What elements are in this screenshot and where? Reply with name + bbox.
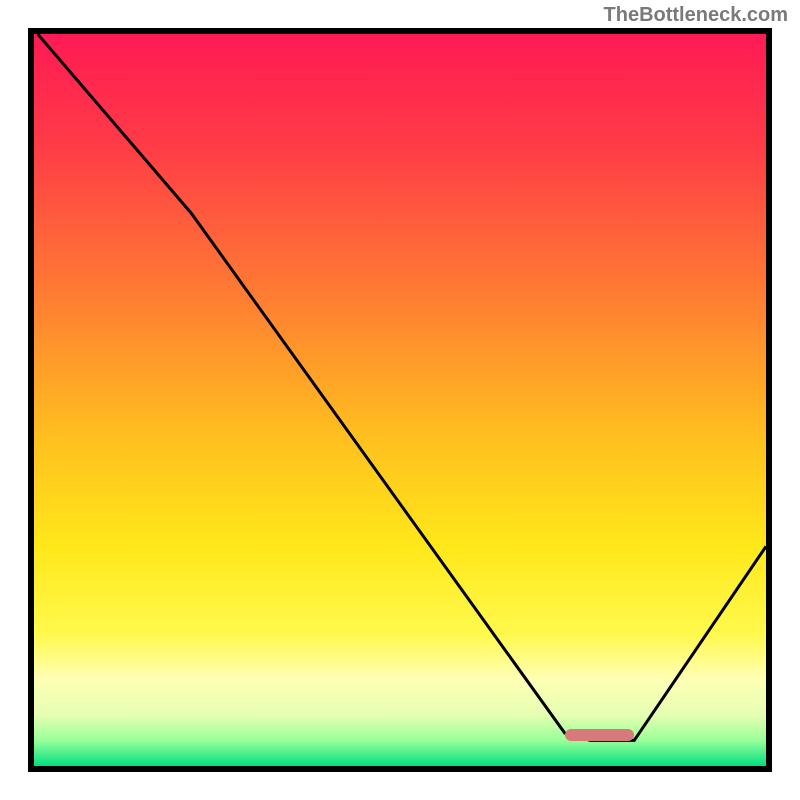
minimum-marker (565, 729, 635, 741)
gradient-background (34, 34, 766, 766)
chart-plot-area (28, 28, 772, 772)
chart-svg (34, 34, 766, 766)
attribution-text: TheBottleneck.com (604, 4, 788, 27)
